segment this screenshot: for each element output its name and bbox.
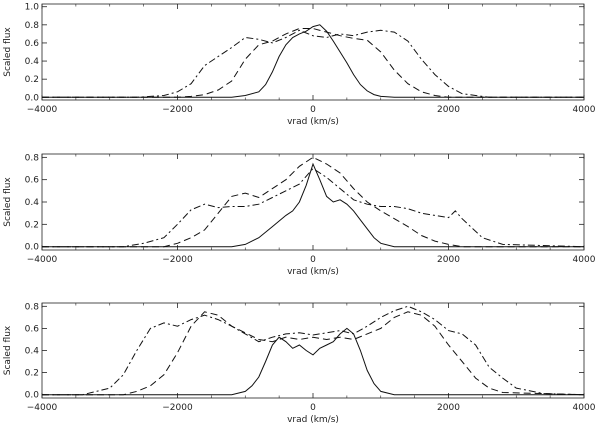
x-tick-label: 4000 [573, 403, 596, 413]
y-tick-label: 0.2 [25, 75, 39, 85]
series-line-dashed [42, 28, 584, 98]
x-tick-label: 2000 [437, 403, 460, 413]
series-line-dashdot [42, 305, 585, 396]
x-axis-label: vrad (km/s) [287, 267, 339, 277]
series-line-dashdot [42, 29, 584, 98]
y-tick-label: 0.6 [25, 176, 40, 186]
y-axis-label: Scaled flux [3, 177, 13, 227]
y-tick-label: 0.0 [25, 93, 40, 103]
x-tick-label: 2000 [437, 255, 460, 265]
plot-frame [41, 3, 585, 101]
y-tick-label: 0.8 [25, 21, 40, 31]
x-tick-label: −2000 [162, 105, 193, 115]
plot-frame [41, 302, 585, 399]
x-tick-label: 0 [310, 105, 316, 115]
plot-frame [41, 153, 585, 251]
x-tick-label: 0 [310, 403, 316, 413]
series-line-dashed [42, 311, 585, 396]
y-tick-label: 0.0 [25, 391, 40, 401]
y-tick-label: 0.8 [25, 302, 40, 312]
x-tick-label: 4000 [573, 105, 596, 115]
y-tick-label: 0.2 [25, 369, 39, 379]
x-axis-label: vrad (km/s) [287, 415, 339, 425]
y-tick-label: 0.6 [25, 324, 40, 334]
x-tick-label: 2000 [437, 105, 460, 115]
y-tick-label: 0.4 [25, 347, 40, 357]
y-tick-label: 0.2 [25, 220, 39, 230]
y-tick-label: 1.0 [25, 3, 40, 13]
y-tick-label: 0.4 [25, 57, 40, 67]
x-axis-label: vrad (km/s) [287, 117, 339, 127]
x-tick-label: −4000 [27, 255, 58, 265]
series-line-solid [42, 24, 584, 98]
chart-panel-3: −4000 −2000 0 2000 4000 0.0 0.2 0.4 0.6 0.8 vrad (… [3, 302, 596, 425]
chart-panel-2: −4000 −2000 0 2000 4000 0.0 0.2 0.4 0.6 0.8 vrad (… [3, 153, 596, 277]
series-line-dashdot [42, 167, 585, 248]
series-line-solid [42, 162, 584, 248]
y-tick-label: 0.0 [25, 243, 40, 253]
x-tick-label: −2000 [162, 255, 193, 265]
x-tick-label: −2000 [162, 403, 193, 413]
x-tick-label: −4000 [27, 105, 58, 115]
x-tick-label: −4000 [27, 403, 58, 413]
y-tick-label: 0.6 [25, 39, 40, 49]
x-tick-label: 4000 [573, 255, 596, 265]
y-axis-label: Scaled flux [3, 325, 13, 375]
y-tick-label: 0.8 [25, 153, 40, 163]
x-tick-label: 0 [310, 255, 316, 265]
y-axis-label: Scaled flux [3, 27, 13, 77]
series-line-dashed [42, 156, 584, 248]
chart-panel-1: −4000 −2000 0 2000 4000 0.0 0.2 0.4 0.6 0.8 1.0 vra… [3, 3, 596, 127]
y-tick-label: 0.4 [25, 198, 40, 208]
series-line-solid [42, 327, 584, 396]
